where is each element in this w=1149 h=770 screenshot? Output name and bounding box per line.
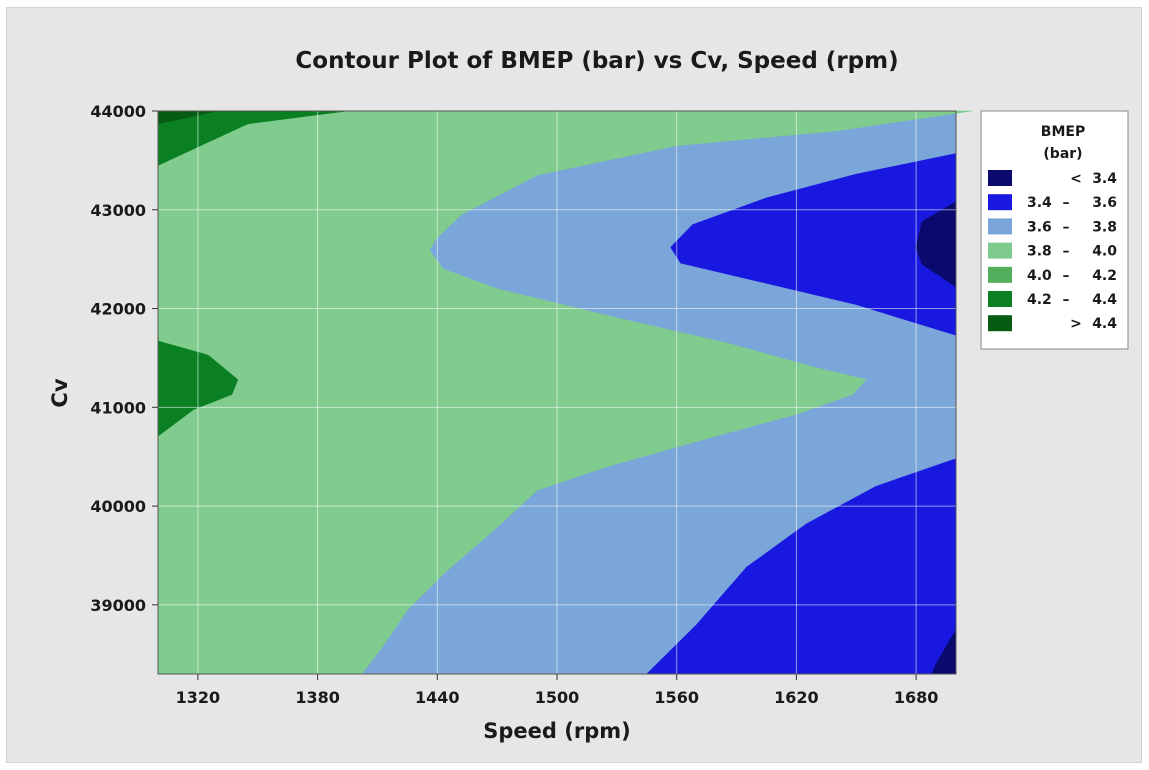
x-tick-label: 1680	[894, 688, 939, 707]
legend-low-label: 4.2	[1027, 292, 1052, 308]
contour-region-2	[670, 153, 957, 336]
legend-high-label: 4.0	[1092, 244, 1117, 260]
legend-high-label: 3.4	[1092, 171, 1117, 187]
x-axis-ticks: 1320 1380 1440 1500 1560 1620 1680	[176, 674, 939, 707]
y-axis-ticks: 39000 40000 41000 42000 43000 44000	[90, 102, 158, 615]
x-tick-label: 1560	[654, 688, 699, 707]
legend-swatch	[988, 266, 1012, 283]
contour-region-1	[157, 110, 973, 675]
chart-title: Contour Plot of BMEP (bar) vs Cv, Speed …	[295, 48, 898, 74]
legend-operator: –	[1063, 195, 1070, 211]
legend-swatch	[988, 194, 1012, 211]
legend-swatch	[988, 291, 1012, 307]
legend-operator: –	[1063, 292, 1070, 308]
legend-title-line2: (bar)	[1043, 146, 1082, 162]
legend-operator: <	[1070, 171, 1082, 187]
legend-swatch	[988, 218, 1012, 235]
legend-low-label: 4.0	[1027, 268, 1052, 284]
x-tick-label: 1620	[774, 688, 819, 707]
y-tick-label: 42000	[90, 300, 146, 319]
legend-high-label: 3.6	[1092, 195, 1117, 211]
legend-high-label: 4.4	[1092, 292, 1117, 308]
legend-operator: –	[1063, 244, 1070, 260]
contour-chart: Contour Plot of BMEP (bar) vs Cv, Speed …	[48, 48, 1129, 743]
y-tick-label: 43000	[90, 201, 146, 220]
y-tick-label: 40000	[90, 497, 146, 516]
x-tick-label: 1500	[535, 688, 580, 707]
chart-figure: Contour Plot of BMEP (bar) vs Cv, Speed …	[6, 7, 1142, 763]
legend-low-label: 3.8	[1027, 244, 1052, 260]
legend-operator: –	[1063, 219, 1070, 235]
legend: BMEP (bar) <3.43.4–3.63.6–3.83.8–4.04.0–…	[980, 110, 1129, 350]
contour-regions	[157, 110, 973, 675]
legend-title-line1: BMEP	[1041, 124, 1085, 140]
legend-operator: –	[1063, 268, 1070, 284]
x-tick-label: 1320	[176, 688, 221, 707]
legend-swatch	[988, 315, 1012, 332]
x-axis-title: Speed (rpm)	[483, 719, 630, 743]
legend-low-label: 3.6	[1027, 219, 1052, 235]
legend-operator: >	[1070, 316, 1082, 332]
legend-high-label: 4.4	[1092, 316, 1117, 332]
x-tick-label: 1440	[415, 688, 460, 707]
y-tick-label: 41000	[90, 398, 146, 417]
legend-entries: <3.43.4–3.63.6–3.83.8–4.04.0–4.24.2–4.4>…	[988, 170, 1117, 332]
legend-high-label: 3.8	[1092, 219, 1117, 235]
legend-low-label: 3.4	[1027, 195, 1052, 211]
y-tick-label: 44000	[90, 102, 146, 121]
legend-swatch	[988, 242, 1012, 259]
y-tick-label: 39000	[90, 596, 146, 615]
grid-lines	[158, 110, 956, 674]
y-axis-title: Cv	[48, 378, 72, 407]
legend-swatch	[988, 170, 1012, 186]
legend-high-label: 4.2	[1092, 268, 1117, 284]
x-tick-label: 1380	[295, 688, 340, 707]
